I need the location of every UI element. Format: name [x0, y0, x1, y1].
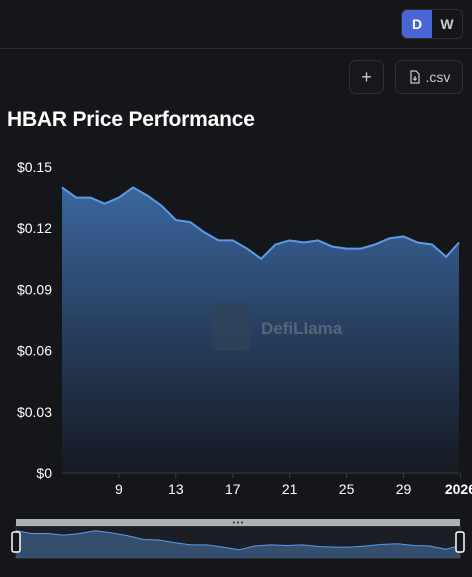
y-tick-label: $0.03: [17, 404, 52, 420]
watermark-text: DefiLlama: [261, 319, 343, 338]
price-area: [62, 187, 459, 473]
x-tick-label: 17: [225, 481, 241, 497]
y-tick-label: $0.12: [17, 220, 52, 236]
x-tick-label: 13: [168, 481, 184, 497]
brush-right-handle[interactable]: [455, 531, 465, 553]
brush-grip-icon: •••: [232, 519, 244, 527]
file-download-icon: [409, 70, 420, 84]
x-tick-label: 9: [115, 481, 123, 497]
x-axis: 9 13 17 21 25 29 2026: [115, 473, 472, 497]
x-tick-label: 21: [282, 481, 298, 497]
header-divider: [0, 48, 472, 49]
csv-button-label: .csv: [425, 69, 451, 85]
y-tick-label: $0.06: [17, 343, 52, 359]
period-toggle: D W: [401, 9, 463, 39]
brush-line: [15, 530, 461, 551]
brush-top-handle[interactable]: [16, 519, 460, 526]
x-tick-label: 25: [339, 481, 355, 497]
y-axis: $0 $0.03 $0.06 $0.09 $0.12 $0.15: [17, 159, 52, 481]
x-tick-label: 29: [396, 481, 412, 497]
daily-toggle-button[interactable]: D: [402, 10, 432, 38]
llama-logo-icon: [212, 303, 250, 351]
brush-left-handle[interactable]: [11, 531, 21, 553]
watermark: DefiLlama: [212, 303, 343, 351]
page-title: HBAR Price Performance: [7, 108, 255, 131]
x-tick-label: 2026: [445, 481, 472, 497]
range-brush[interactable]: •••: [0, 510, 472, 570]
csv-download-button[interactable]: .csv: [395, 60, 463, 94]
price-chart: $0 $0.03 $0.06 $0.09 $0.12 $0.15 DefiLlama 9 1…: [17, 159, 472, 497]
y-tick-label: $0.15: [17, 159, 52, 175]
add-button[interactable]: +: [349, 60, 384, 94]
brush-area: [16, 530, 460, 558]
y-tick-label: $0.09: [17, 281, 52, 297]
y-tick-label: $0: [36, 465, 52, 481]
price-line: [61, 186, 460, 261]
weekly-toggle-button[interactable]: W: [440, 16, 454, 32]
